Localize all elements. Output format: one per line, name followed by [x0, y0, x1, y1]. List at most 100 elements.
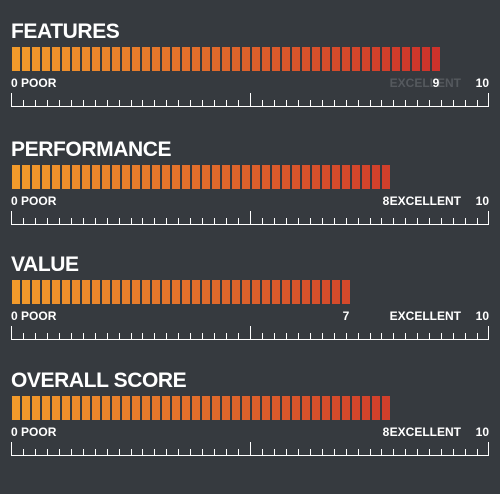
scale-tick [250, 93, 251, 107]
max-value: 10 [475, 309, 489, 323]
bar-segment [92, 47, 100, 71]
bar-segment [152, 47, 160, 71]
scale-tick [286, 449, 287, 456]
scale-tick [35, 100, 36, 107]
score-value: 8 [382, 194, 390, 208]
excellent-label: EXCELLENT [389, 425, 461, 439]
scale-tick [226, 333, 227, 340]
bar-segment [352, 396, 360, 420]
scale-tick [35, 218, 36, 225]
excellent-label: EXCELLENT [389, 309, 461, 323]
bar-segment [12, 165, 20, 189]
bar-segment [52, 47, 60, 71]
bar-segment [182, 280, 190, 304]
bar-segment [42, 47, 50, 71]
scale-tick [381, 333, 382, 340]
scale-tick [262, 333, 263, 340]
scale-tick [23, 100, 24, 107]
scale-tick [370, 100, 371, 107]
bar-segment [272, 280, 280, 304]
bar-segment [262, 396, 270, 420]
bar-segment [142, 165, 150, 189]
scale-tick [11, 442, 12, 456]
bar-segment [302, 47, 310, 71]
scale-tick [453, 218, 454, 225]
bar-segment [192, 396, 200, 420]
scale-tick [71, 333, 72, 340]
bar-segment [222, 47, 230, 71]
scale-tick [178, 449, 179, 456]
bar-segment [22, 280, 30, 304]
scale-tick [393, 333, 394, 340]
bar-segment [12, 396, 20, 420]
scale-tick [23, 333, 24, 340]
bar-segment [162, 47, 170, 71]
scale-tick [238, 100, 239, 107]
max-value: 10 [475, 425, 489, 439]
bar-segment [182, 396, 190, 420]
scale-tick [166, 449, 167, 456]
scale-tick [322, 333, 323, 340]
scale-tick [95, 449, 96, 456]
bar-segment [92, 280, 100, 304]
scale-tick [334, 100, 335, 107]
scale-min-value: 0 [11, 194, 18, 208]
bar-segment [42, 165, 50, 189]
bar-segment [52, 396, 60, 420]
scale-tick [226, 449, 227, 456]
scale-tick [214, 333, 215, 340]
scale-tick [405, 100, 406, 107]
scale-tick [154, 449, 155, 456]
bar-segment [62, 47, 70, 71]
bar-segment [322, 280, 330, 304]
bar-segment [122, 165, 130, 189]
bar-segment [122, 47, 130, 71]
scale-tick [238, 333, 239, 340]
bar-segment [232, 396, 240, 420]
bar-segment [32, 47, 40, 71]
scale-tick [142, 218, 143, 225]
scale-tick [226, 100, 227, 107]
bar-segment [222, 396, 230, 420]
bar-segment [322, 165, 330, 189]
scale-tick [238, 449, 239, 456]
scale-tick [262, 449, 263, 456]
bar-segment [132, 47, 140, 71]
rating-performance: PERFORMANCE 0 POOR EXCELLENT 8 10 [0, 138, 500, 256]
bar-segment [172, 396, 180, 420]
bar-segment [52, 165, 60, 189]
bar-segment [82, 396, 90, 420]
scale-tick [202, 449, 203, 456]
scale-tick [358, 218, 359, 225]
scale-tick [202, 100, 203, 107]
bar-segment [62, 396, 70, 420]
bar-segment [222, 280, 230, 304]
scale-tick [250, 326, 251, 340]
scale-tick [334, 218, 335, 225]
scale-min-value: 0 [11, 309, 18, 323]
bar-segment [152, 280, 160, 304]
scale-tick [441, 333, 442, 340]
scale-tick [441, 218, 442, 225]
bar-segment [412, 47, 420, 71]
bar-segment [312, 165, 320, 189]
scale-tick [59, 218, 60, 225]
bar-segment [122, 396, 130, 420]
bar-segment [82, 280, 90, 304]
scale-tick [298, 449, 299, 456]
bar-segment [72, 165, 80, 189]
score-bar [12, 165, 390, 189]
bar-segment [212, 280, 220, 304]
scale-tick [250, 211, 251, 225]
scale-tick [346, 449, 347, 456]
scale-tick [35, 449, 36, 456]
scale-tick [214, 218, 215, 225]
bar-segment [242, 165, 250, 189]
max-value: 10 [475, 76, 489, 90]
bar-segment [192, 165, 200, 189]
bar-segment [102, 47, 110, 71]
scale-tick [334, 449, 335, 456]
bar-segment [32, 165, 40, 189]
bar-segment [192, 47, 200, 71]
